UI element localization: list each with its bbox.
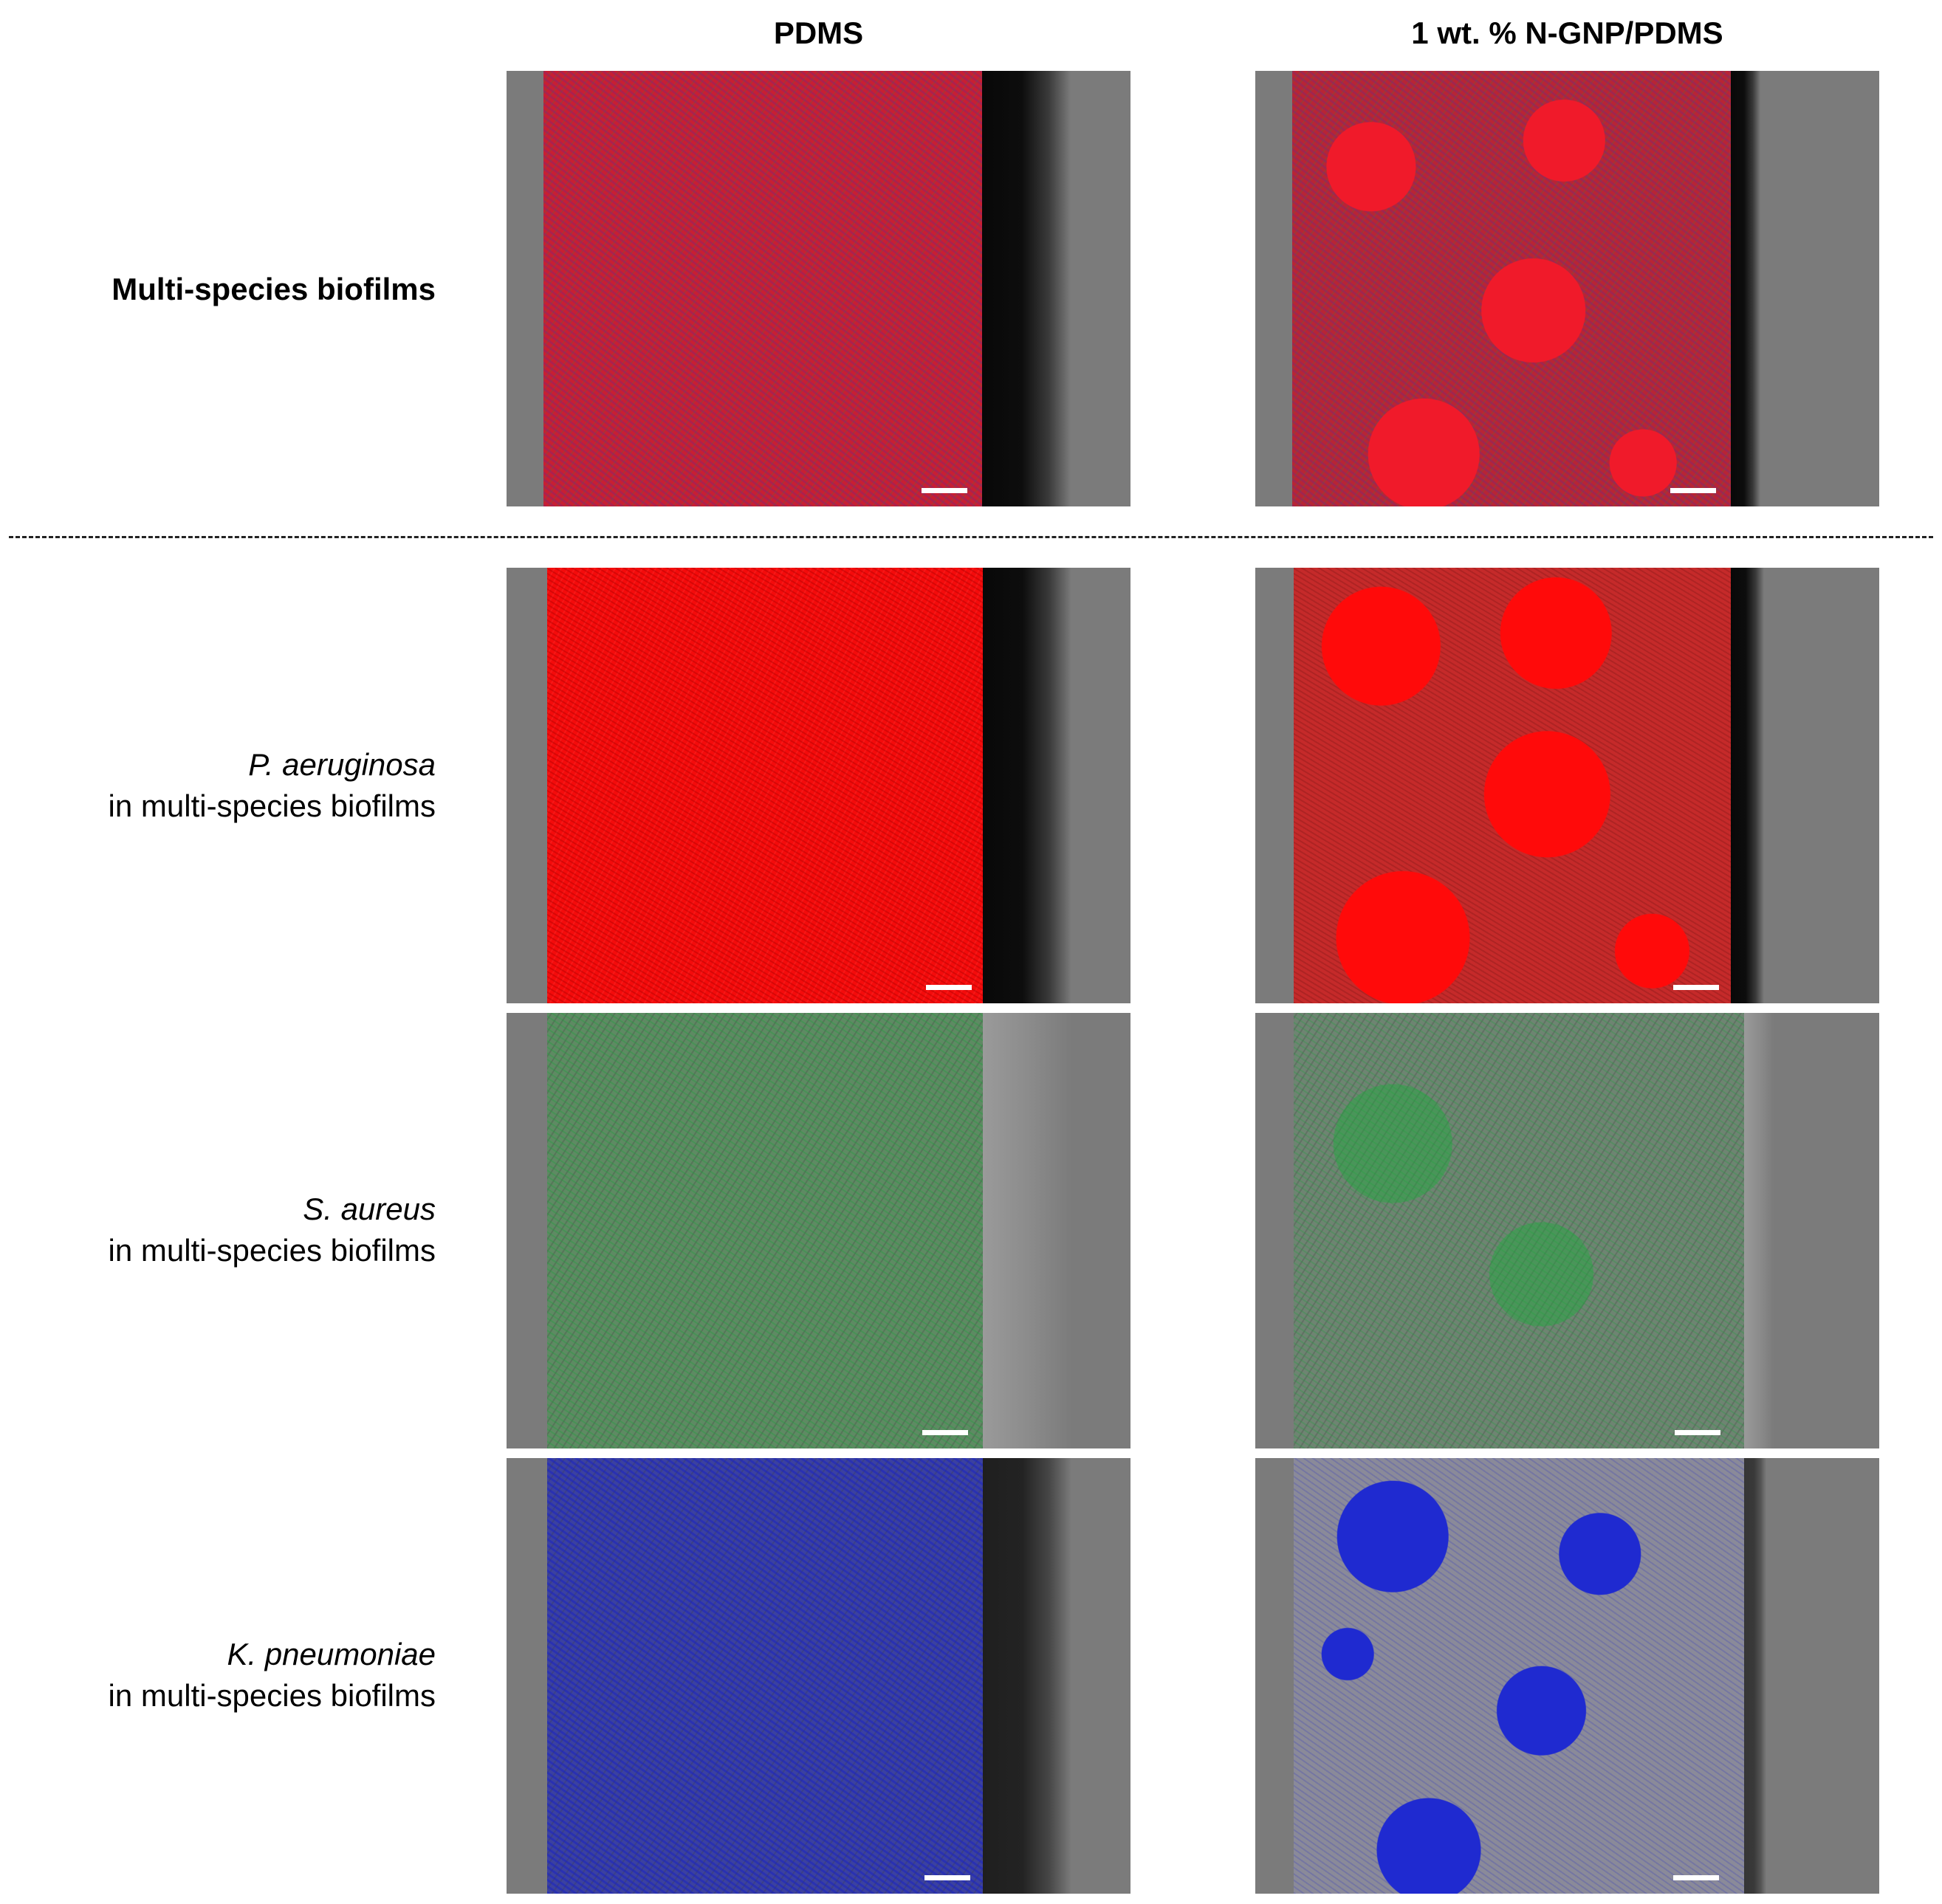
fluorescence-image (1292, 71, 1731, 506)
fluorescence-image (547, 1458, 983, 1894)
image-panel-p-aeruginosa-ngnp (1255, 568, 1879, 1003)
substrate-edge (1731, 568, 1764, 1003)
section-divider (9, 536, 1933, 538)
scale-bar (1675, 1430, 1720, 1435)
column-header-pdms: PDMS (773, 16, 864, 50)
image-panel-p-aeruginosa-pdms (507, 568, 1130, 1003)
scale-bar (926, 985, 972, 990)
fluorescence-image (1294, 568, 1731, 1003)
image-panel-k-pneumoniae-ngnp (1255, 1458, 1879, 1894)
species-subtitle: in multi-species biofilms (108, 1233, 436, 1268)
substrate-edge (983, 1013, 1071, 1448)
fluorescence-image (547, 568, 983, 1003)
species-name: P. aeruginosa (248, 747, 436, 782)
substrate-edge (983, 1458, 1071, 1894)
substrate-edge (1744, 1013, 1774, 1448)
row-label-p-aeruginosa: P. aeruginosa in multi-species biofilms (0, 744, 436, 827)
substrate-edge (982, 71, 1071, 506)
image-panel-s-aureus-ngnp (1255, 1013, 1879, 1448)
fluorescence-image (543, 71, 982, 506)
fluorescence-image (1294, 1458, 1744, 1894)
image-panel-multi-species-pdms (507, 71, 1130, 506)
image-panel-k-pneumoniae-pdms (507, 1458, 1130, 1894)
species-name: S. aureus (303, 1192, 436, 1226)
substrate-edge (1744, 1458, 1766, 1894)
row-label-k-pneumoniae: K. pneumoniae in multi-species biofilms (0, 1634, 436, 1716)
image-panel-multi-species-ngnp (1255, 71, 1879, 506)
fluorescence-image (547, 1013, 983, 1448)
scale-bar (1670, 488, 1716, 493)
substrate-edge (1731, 71, 1760, 506)
row-label-s-aureus: S. aureus in multi-species biofilms (0, 1189, 436, 1271)
species-subtitle: in multi-species biofilms (108, 788, 436, 823)
fluorescence-image (1294, 1013, 1744, 1448)
image-panel-s-aureus-pdms (507, 1013, 1130, 1448)
scale-bar (1673, 1875, 1719, 1880)
substrate-edge (983, 568, 1071, 1003)
scale-bar (924, 1875, 970, 1880)
scale-bar (922, 488, 967, 493)
row-title: Multi-species biofilms (111, 272, 436, 306)
column-header-ngnp-pdms: 1 wt. % N-GNP/PDMS (1411, 16, 1723, 50)
species-subtitle: in multi-species biofilms (108, 1678, 436, 1713)
row-label-multi-species: Multi-species biofilms (0, 269, 436, 310)
species-name: K. pneumoniae (227, 1637, 436, 1671)
scale-bar (922, 1430, 968, 1435)
scale-bar (1673, 985, 1719, 990)
